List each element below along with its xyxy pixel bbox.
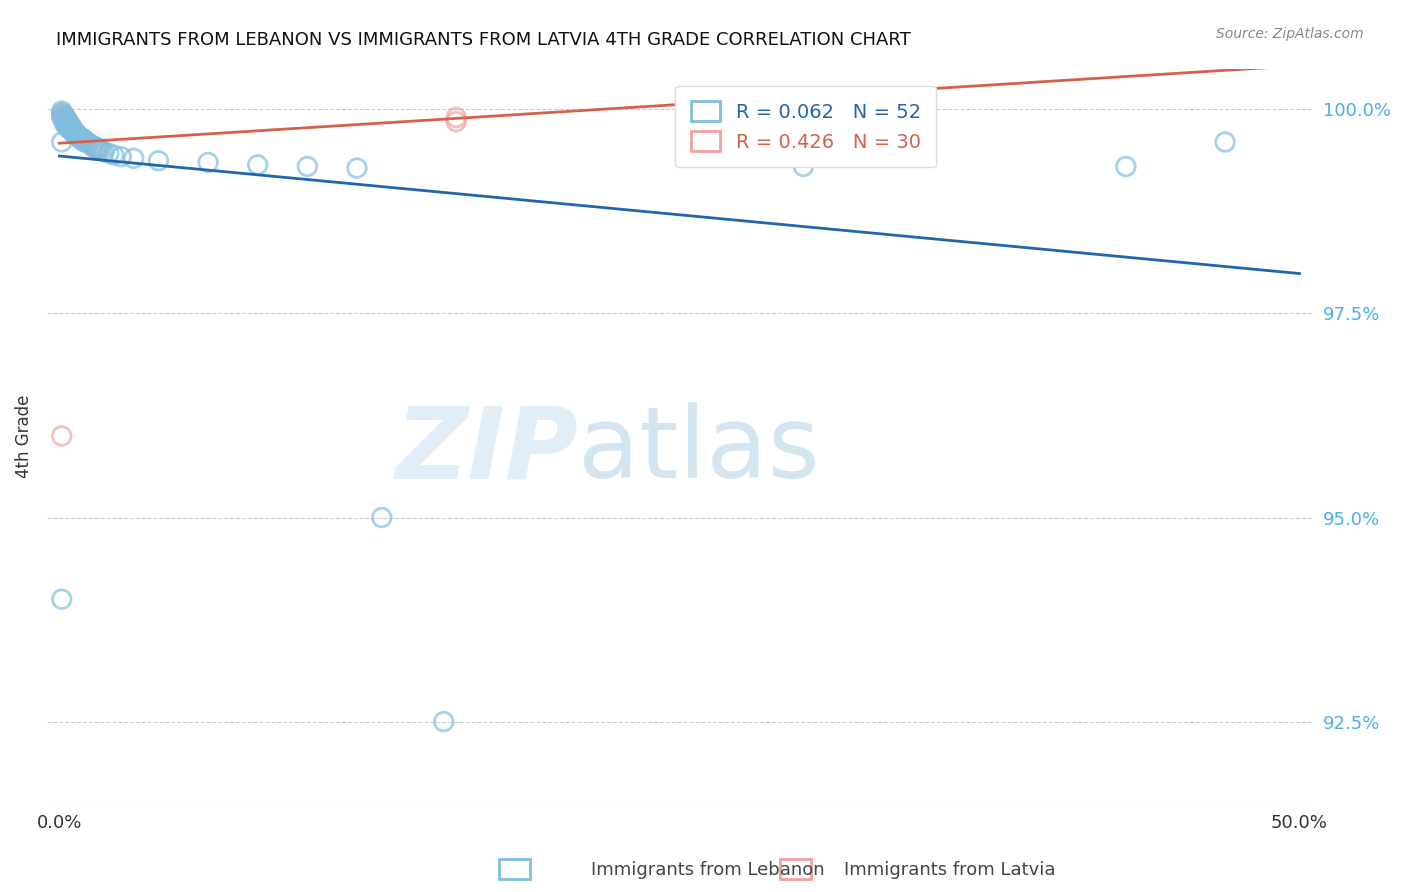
Point — [55, 112, 77, 127]
Point — [197, 155, 219, 169]
Point — [51, 111, 73, 125]
Point — [55, 120, 77, 135]
Point — [70, 131, 93, 145]
Point — [58, 120, 80, 135]
Point — [63, 127, 86, 141]
Point — [53, 116, 76, 130]
Point — [60, 122, 83, 136]
Point — [53, 111, 76, 125]
Point — [66, 128, 89, 143]
Point — [792, 160, 814, 174]
Point — [55, 116, 77, 130]
Point — [53, 112, 76, 127]
Point — [51, 429, 73, 443]
Point — [55, 112, 77, 127]
Point — [66, 127, 89, 141]
Point — [346, 161, 368, 175]
Point — [51, 592, 73, 607]
Point — [444, 111, 467, 125]
Point — [67, 129, 90, 144]
Point — [60, 124, 83, 138]
Point — [73, 133, 96, 147]
Point — [93, 145, 115, 159]
Point — [297, 160, 319, 174]
Point — [55, 114, 77, 128]
Point — [58, 119, 80, 133]
Point — [63, 125, 86, 139]
Point — [73, 135, 96, 149]
Point — [51, 135, 73, 149]
Point — [371, 510, 394, 524]
Point — [66, 128, 89, 143]
Point — [80, 138, 103, 153]
Point — [55, 116, 77, 130]
Point — [70, 132, 93, 146]
Point — [73, 132, 96, 146]
Text: IMMIGRANTS FROM LEBANON VS IMMIGRANTS FROM LATVIA 4TH GRADE CORRELATION CHART: IMMIGRANTS FROM LEBANON VS IMMIGRANTS FR… — [56, 31, 911, 49]
Point — [67, 131, 90, 145]
Point — [63, 123, 86, 137]
Point — [66, 127, 89, 141]
Y-axis label: 4th Grade: 4th Grade — [15, 394, 32, 477]
Point — [87, 142, 110, 156]
Point — [83, 139, 105, 153]
Point — [51, 109, 73, 123]
Point — [246, 158, 269, 172]
Point — [80, 138, 103, 153]
Point — [444, 114, 467, 128]
Point — [148, 153, 170, 168]
Point — [53, 109, 76, 123]
Point — [90, 143, 112, 157]
Text: Source: ZipAtlas.com: Source: ZipAtlas.com — [1216, 27, 1364, 41]
Point — [51, 106, 73, 120]
Point — [122, 151, 145, 165]
Text: atlas: atlas — [578, 402, 820, 500]
Point — [87, 143, 110, 157]
Point — [53, 112, 76, 127]
Point — [53, 112, 76, 127]
Point — [103, 148, 125, 162]
Point — [55, 114, 77, 128]
Point — [76, 135, 98, 149]
Point — [67, 129, 90, 144]
Point — [433, 714, 456, 729]
Text: Immigrants from Latvia: Immigrants from Latvia — [844, 861, 1054, 879]
Point — [53, 111, 76, 125]
Point — [77, 136, 100, 151]
Point — [1213, 135, 1236, 149]
Point — [76, 135, 98, 149]
Point — [86, 142, 108, 156]
Point — [53, 108, 76, 122]
Point — [110, 150, 132, 164]
Point — [60, 120, 83, 135]
Point — [58, 117, 80, 131]
Point — [51, 106, 73, 120]
Text: Immigrants from Lebanon: Immigrants from Lebanon — [591, 861, 824, 879]
Point — [67, 131, 90, 145]
Point — [60, 122, 83, 136]
Point — [86, 141, 108, 155]
Legend: R = 0.062   N = 52, R = 0.426   N = 30: R = 0.062 N = 52, R = 0.426 N = 30 — [675, 86, 936, 168]
Point — [1115, 160, 1137, 174]
Point — [83, 141, 105, 155]
Point — [60, 120, 83, 134]
Point — [60, 121, 83, 136]
Point — [58, 116, 80, 130]
Point — [63, 125, 86, 139]
Text: ZIP: ZIP — [395, 402, 578, 500]
Point — [58, 119, 80, 133]
Point — [70, 132, 93, 146]
Point — [51, 103, 73, 118]
Point — [77, 136, 100, 151]
Point — [97, 146, 120, 161]
